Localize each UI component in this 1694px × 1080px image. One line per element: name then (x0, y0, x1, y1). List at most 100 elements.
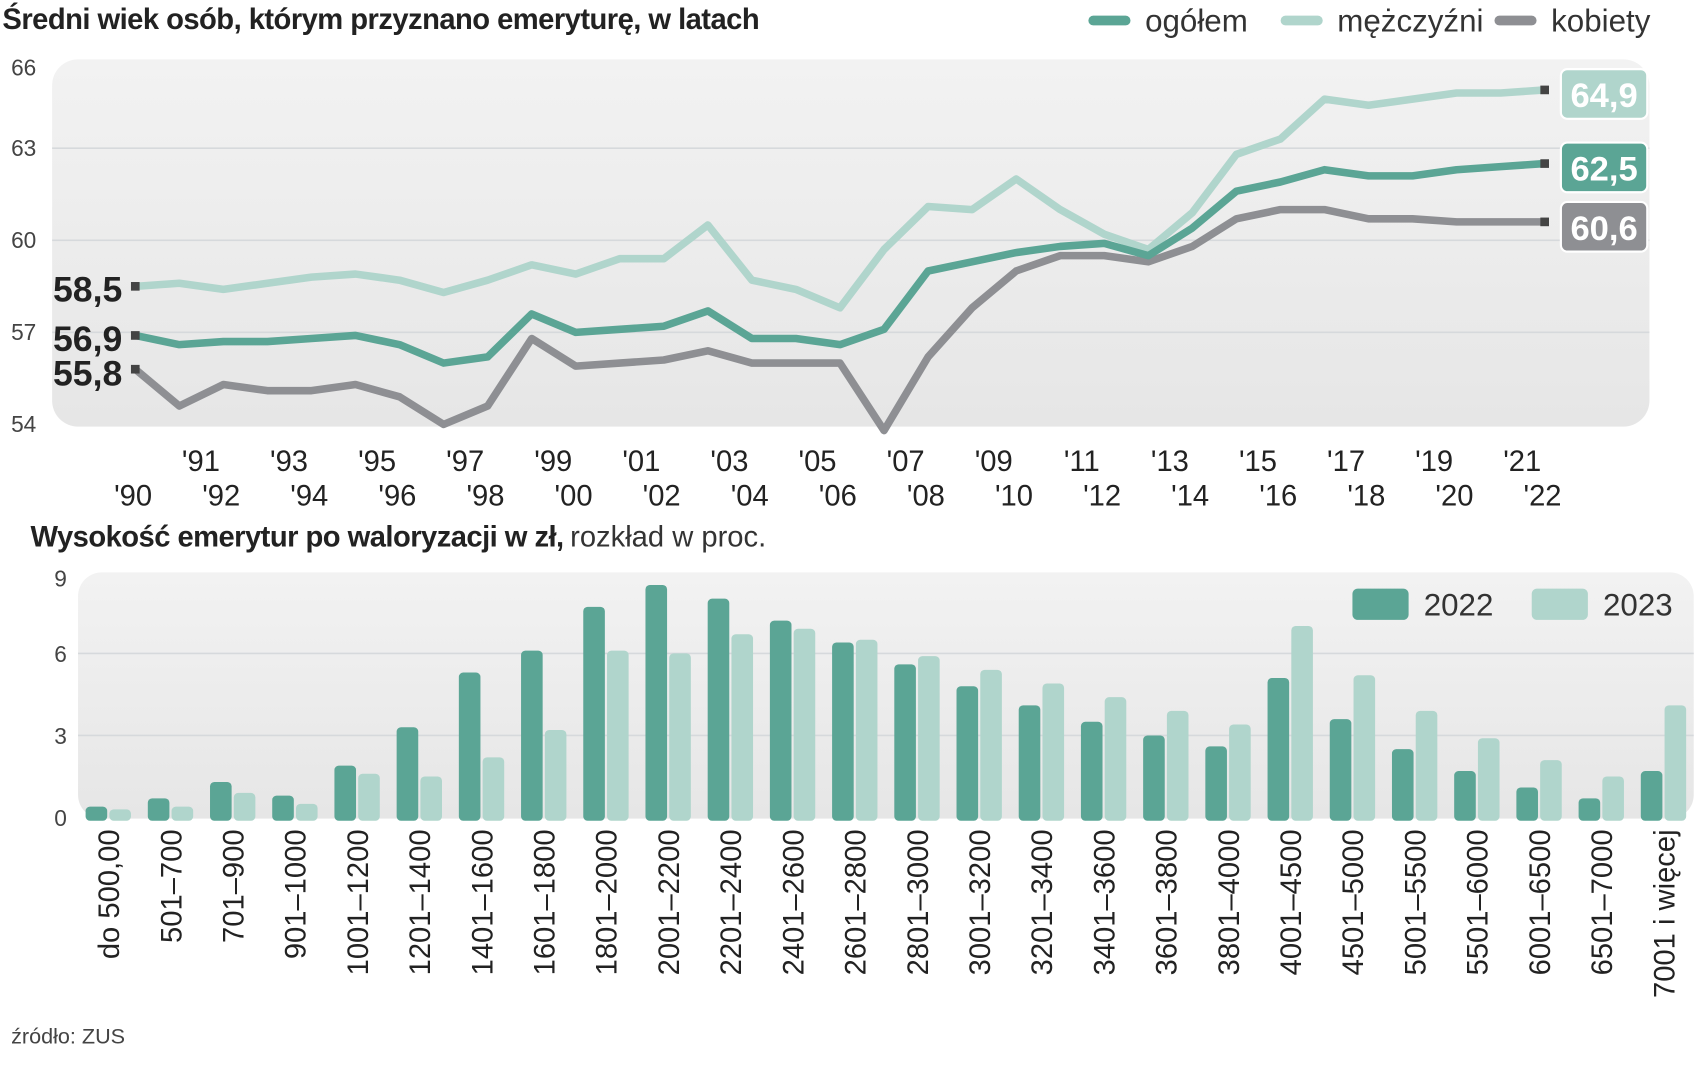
y-tick-label: 63 (11, 135, 36, 161)
x-tick-label: '02 (643, 480, 681, 512)
legend-label: ogółem (1145, 3, 1248, 38)
x-tick-label: '09 (975, 446, 1013, 478)
bar-2022 (85, 806, 108, 821)
category-label: 7001 i więcej (1649, 829, 1681, 998)
legend-label: 2022 (1424, 588, 1494, 623)
bar-2023 (482, 757, 505, 821)
line-plot-area (52, 59, 1650, 427)
bar-2022 (1516, 787, 1538, 821)
bar-2022 (1329, 719, 1352, 821)
category-label: 6001–6500 (1525, 829, 1557, 975)
end-value-label: 62,5 (1570, 150, 1637, 188)
bar-2023 (295, 803, 318, 821)
category-label: 1401–1600 (467, 829, 499, 975)
bar-2022 (645, 585, 668, 821)
category-label: 901–1000 (281, 829, 313, 959)
bar-2023 (233, 792, 256, 821)
category-label: 1601–1800 (530, 829, 562, 975)
series-line-mężczyźni (135, 86, 1545, 312)
bar-2022 (1080, 721, 1103, 821)
bar-2023 (1602, 776, 1624, 821)
category-label: 4001–4500 (1276, 829, 1308, 975)
category-label: 1001–1200 (343, 829, 375, 975)
end-value-badge (1559, 141, 1649, 194)
x-tick-label: '12 (1083, 480, 1121, 512)
bar-2023 (980, 669, 1002, 821)
category-label: 2001–2200 (654, 829, 686, 975)
category-label: 3201–3400 (1027, 829, 1059, 975)
bar-2022 (1267, 678, 1290, 821)
category-label: 3001–3200 (965, 829, 997, 975)
bar-2022 (1391, 749, 1414, 821)
y-tick-label: 66 (11, 55, 36, 81)
bar-2023 (731, 634, 754, 821)
source-note: źródło: ZUS (11, 1023, 125, 1048)
end-marker (1540, 159, 1549, 168)
bar-2023 (669, 653, 691, 821)
bar-2022 (272, 795, 294, 821)
x-tick-label: '06 (819, 480, 857, 512)
x-tick-label: '22 (1524, 480, 1562, 512)
bar-2023 (544, 730, 567, 821)
y-tick-label: 60 (11, 227, 36, 253)
bar-2022 (147, 798, 170, 821)
legend-label: 2023 (1603, 588, 1673, 623)
x-tick-label: '07 (887, 446, 925, 478)
x-tick-label: '93 (270, 446, 308, 478)
category-label: 2201–2400 (716, 829, 748, 975)
bar-2023 (1664, 705, 1687, 821)
bar-2022 (1578, 798, 1601, 821)
bar-chart-title: Wysokość emerytur po waloryzacji w zł, ro… (31, 521, 767, 553)
bar-2022 (894, 664, 916, 821)
y-tick-label: 3 (54, 723, 67, 749)
legend-swatch (1352, 588, 1409, 620)
x-tick-label: '91 (182, 446, 220, 478)
end-value-badge (1559, 68, 1649, 120)
category-label: 501–700 (156, 829, 188, 943)
category-label: 2601–2800 (841, 829, 873, 975)
category-label: 4501–5000 (1338, 829, 1370, 975)
category-label: 3801–4000 (1214, 829, 1246, 975)
bar-2022 (583, 606, 605, 821)
x-tick-label: '00 (555, 480, 593, 512)
x-tick-label: '03 (710, 446, 748, 478)
x-tick-label: '04 (731, 480, 769, 512)
end-marker (1540, 217, 1549, 227)
bar-2023 (607, 650, 629, 821)
bar-2022 (769, 620, 792, 821)
x-tick-label: '18 (1347, 480, 1385, 512)
start-value-label: 55,8 (53, 354, 122, 394)
bar-2022 (521, 650, 543, 821)
category-label: 1801–2000 (592, 829, 624, 975)
bar-2023 (1291, 626, 1313, 821)
x-tick-label: '19 (1415, 446, 1453, 478)
end-value-label: 60,6 (1570, 210, 1637, 248)
x-tick-label: '01 (622, 446, 660, 478)
bar-2023 (1229, 724, 1251, 821)
x-tick-label: '11 (1064, 446, 1100, 478)
x-tick-label: '05 (799, 446, 837, 478)
start-value-label: 58,5 (53, 269, 122, 309)
bar-2022 (458, 672, 481, 821)
bar-2023 (918, 656, 940, 821)
end-marker (1540, 85, 1549, 95)
category-label: 1201–1400 (405, 829, 437, 975)
bar-2022 (707, 598, 730, 821)
bar-2023 (420, 776, 442, 821)
bar-2023 (109, 809, 131, 821)
bar-plot-area (78, 572, 1694, 819)
bar-2023 (171, 806, 194, 821)
bar-2023 (1166, 710, 1189, 821)
end-value-badge (1559, 200, 1649, 253)
x-tick-label: '96 (378, 480, 416, 512)
bar-2023 (1104, 697, 1127, 821)
bar-2023 (358, 773, 380, 821)
x-tick-label: '90 (114, 480, 152, 512)
bar-2023 (855, 639, 878, 821)
x-tick-label: '92 (202, 480, 240, 512)
line-chart-title: Średni wiek osób, którym przyznano emery… (2, 2, 759, 36)
y-tick-label: 9 (54, 565, 67, 591)
series-line-kobiety (132, 205, 1545, 435)
series-line-ogółem (134, 159, 1545, 367)
category-label: 2801–3000 (903, 829, 935, 975)
